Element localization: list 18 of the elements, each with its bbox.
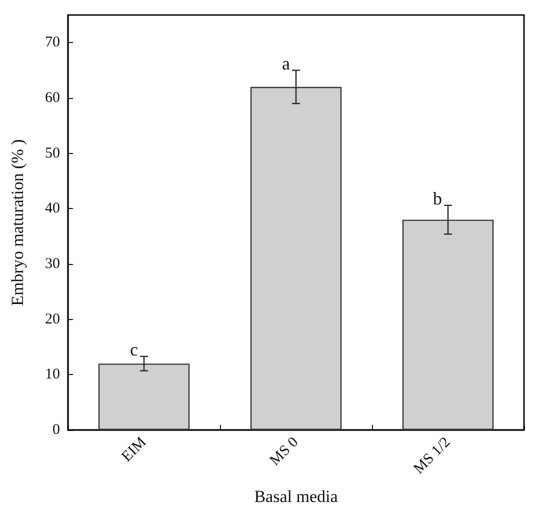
- x-axis-title: Basal media: [254, 487, 338, 506]
- y-tick-label: 30: [45, 256, 60, 272]
- y-tick-label: 70: [45, 34, 60, 51]
- y-tick-label: 50: [45, 145, 60, 162]
- bar: [250, 86, 342, 430]
- bar: [402, 220, 494, 430]
- y-tick-label: 60: [45, 90, 60, 106]
- y-tick-label: 20: [45, 311, 60, 328]
- annotation: a: [282, 53, 290, 74]
- bar: [98, 364, 190, 430]
- y-tick-label: 0: [52, 422, 60, 438]
- annotation: b: [433, 188, 442, 208]
- x-tick-label: MS 0: [267, 434, 302, 469]
- y-axis-title: Embryo maturation (% ): [8, 139, 27, 306]
- y-tick-label: 10: [45, 366, 60, 383]
- annotation: c: [130, 339, 138, 360]
- x-tick-label: MS 1/2: [410, 434, 454, 478]
- y-tick-label: 40: [45, 200, 60, 217]
